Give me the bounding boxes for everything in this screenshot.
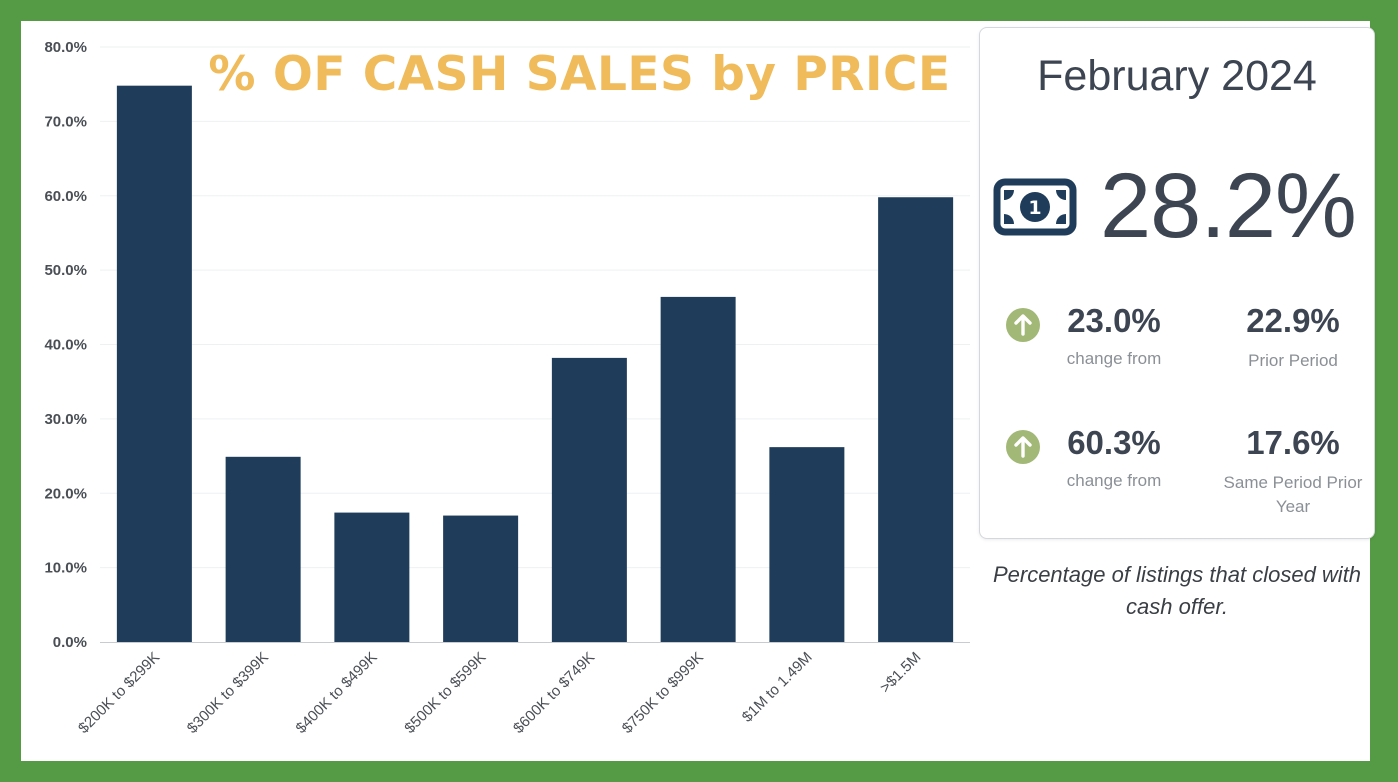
change-value: 60.3% bbox=[1067, 424, 1161, 461]
x-tick-label: $600K to $749K bbox=[510, 649, 598, 737]
change-row-prior-year: 60.3% change from 17.6% Same Period Prio… bbox=[980, 418, 1374, 538]
arrow-up-circle-icon bbox=[1006, 308, 1040, 342]
bar bbox=[551, 357, 627, 642]
x-tick-label: >$1.5M bbox=[877, 649, 925, 697]
x-tick-label: $400K to $499K bbox=[293, 649, 381, 737]
bar bbox=[660, 296, 736, 642]
bar bbox=[443, 515, 519, 642]
summary-card: February 2024 1 28.2% 23.0% change from … bbox=[979, 27, 1375, 539]
y-tick-label: 70.0% bbox=[44, 113, 87, 130]
y-tick-label: 40.0% bbox=[44, 337, 87, 354]
bar bbox=[769, 447, 845, 642]
compare-label: Prior Period bbox=[1248, 351, 1338, 370]
y-tick-label: 10.0% bbox=[44, 560, 87, 577]
y-tick-label: 30.0% bbox=[44, 411, 87, 428]
y-tick-label: 20.0% bbox=[44, 485, 87, 502]
cash-bill-icon: 1 bbox=[993, 178, 1077, 236]
bar-chart: 0.0% 10.0% 20.0% 30.0% 40.0% 50.0% 60.0% 70.0% 8… bbox=[44, 39, 970, 737]
y-tick-label: 80.0% bbox=[44, 39, 87, 56]
bar bbox=[334, 512, 410, 642]
period-title: February 2024 bbox=[1037, 52, 1317, 100]
compare-label: Same Period Prior Year bbox=[1223, 473, 1363, 516]
chart-title: % OF CASH SALES by PRICE bbox=[208, 47, 951, 102]
change-row-prior-period: 23.0% change from 22.9% Prior Period bbox=[980, 296, 1374, 416]
bar bbox=[878, 197, 954, 643]
change-value: 23.0% bbox=[1067, 302, 1161, 339]
x-tick-label: $1M to 1.49M bbox=[739, 649, 816, 726]
change-label: change from bbox=[1066, 471, 1162, 490]
y-tick-label: 50.0% bbox=[44, 262, 87, 279]
description: Percentage of listings that closed with … bbox=[992, 562, 1362, 619]
x-tick-label: $500K to $599K bbox=[401, 649, 489, 737]
svg-text:1: 1 bbox=[1028, 197, 1041, 219]
y-tick-label: 0.0% bbox=[53, 634, 87, 651]
bar bbox=[225, 456, 301, 642]
x-tick-label: $200K to $299K bbox=[75, 649, 163, 737]
bar bbox=[116, 85, 192, 643]
main-value: 28.2% bbox=[1100, 155, 1357, 257]
x-tick-label: $300K to $399K bbox=[184, 649, 272, 737]
arrow-up-circle-icon bbox=[1006, 430, 1040, 464]
y-tick-label: 60.0% bbox=[44, 188, 87, 205]
compare-value: 17.6% bbox=[1246, 424, 1340, 461]
change-label: change from bbox=[1066, 349, 1162, 368]
compare-value: 22.9% bbox=[1246, 302, 1340, 339]
x-tick-label: $750K to $999K bbox=[619, 649, 707, 737]
infographic-frame: 0.0% 10.0% 20.0% 30.0% 40.0% 50.0% 60.0% 70.0% 8… bbox=[21, 21, 1375, 761]
